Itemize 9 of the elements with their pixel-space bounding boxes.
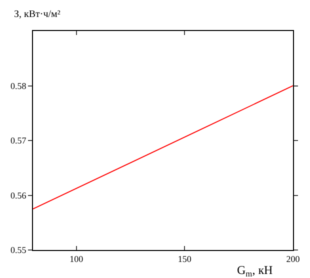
y-tick-label: 0.56 bbox=[10, 190, 27, 200]
x-tick-label: 200 bbox=[286, 254, 300, 264]
y-tick-label: 0.55 bbox=[10, 245, 27, 256]
x-tick-label: 150 bbox=[178, 254, 192, 264]
y-axis-title: З, кВт·ч/м² bbox=[14, 9, 60, 20]
y-tick-label: 0.57 bbox=[10, 136, 27, 146]
x-tick-label: 100 bbox=[70, 254, 84, 264]
x-axis-title: G$_{m}$, кН bbox=[237, 263, 274, 278]
y-tick-label: 0.58 bbox=[10, 80, 27, 91]
